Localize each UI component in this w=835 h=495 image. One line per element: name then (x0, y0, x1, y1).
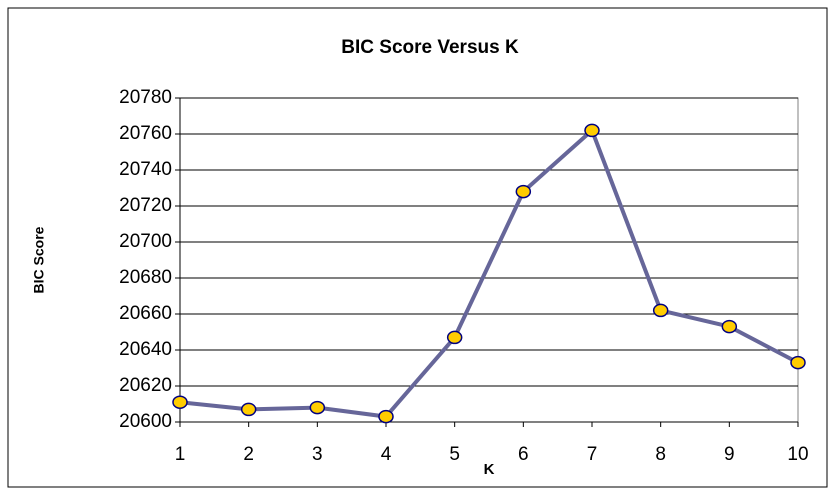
series-line (179, 128, 799, 419)
y-tick-label: 20620 (119, 375, 172, 396)
data-point (240, 402, 257, 417)
x-tick-label: 4 (381, 444, 392, 465)
data-point (790, 355, 806, 370)
x-tick-label: 8 (655, 444, 666, 465)
data-point (515, 184, 532, 199)
y-tick-label: 20780 (119, 87, 172, 108)
y-tick-label: 20720 (119, 195, 172, 216)
y-axis-label: BIC Score (31, 226, 47, 293)
x-tick-label: 5 (449, 444, 460, 465)
y-tick-label: 20740 (119, 159, 172, 180)
x-tick-label: 3 (312, 444, 323, 465)
data-point (584, 123, 600, 138)
y-tick-label: 20660 (119, 303, 172, 324)
y-tick-label: 20760 (119, 123, 172, 144)
data-point (378, 409, 394, 424)
x-tick-label: 6 (518, 444, 529, 465)
chart-title: BIC Score Versus K (341, 37, 519, 58)
x-axis-label: K (484, 461, 495, 478)
y-tick-label: 20680 (119, 267, 172, 288)
data-point (172, 395, 188, 409)
data-point (309, 400, 326, 415)
x-tick-label: 1 (175, 444, 186, 465)
y-tick-label: 20700 (119, 231, 172, 252)
y-tick-label: 20600 (119, 411, 172, 432)
x-tick-label: 9 (724, 444, 735, 465)
y-tick-label: 20640 (119, 339, 172, 360)
data-point (446, 330, 463, 345)
x-tick-label: 2 (243, 444, 254, 465)
x-tick-label: 10 (787, 444, 808, 465)
data-point (721, 319, 738, 334)
data-point (652, 303, 669, 318)
x-tick-label: 7 (587, 444, 598, 465)
